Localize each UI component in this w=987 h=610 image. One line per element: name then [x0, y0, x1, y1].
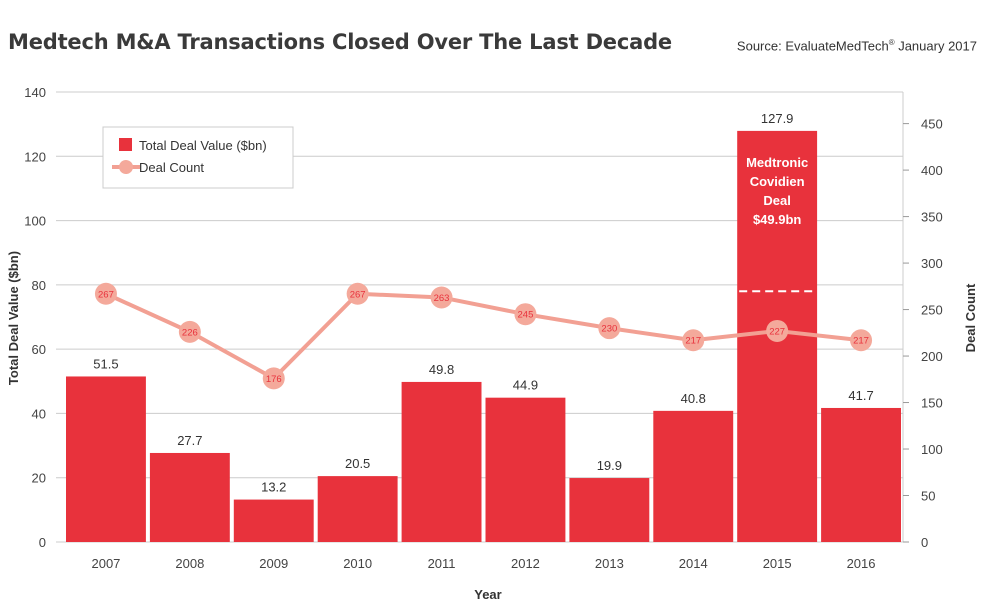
source-text: Source: EvaluateMedTech	[736, 38, 889, 54]
y2-tick-label: 0	[921, 535, 928, 550]
deal-count-marker	[346, 282, 369, 305]
x-tick-label: 2010	[343, 556, 372, 571]
deal-count-marker	[598, 317, 621, 340]
deal-count-label: 176	[266, 374, 282, 385]
chart-title: Medtech M&A Transactions Closed Over The…	[8, 30, 672, 54]
bar-2013	[569, 478, 650, 542]
deal-count-marker	[850, 329, 873, 352]
deal-count-label: 267	[350, 289, 366, 300]
y2-tick-label: 400	[921, 163, 943, 178]
bar-value-label: 51.5	[93, 356, 118, 371]
x-tick-label: 2014	[679, 556, 708, 571]
deal-count-label: 263	[434, 293, 450, 304]
bar-2008	[149, 452, 230, 542]
y2-tick-label: 100	[921, 442, 943, 457]
deal-count-label: 267	[98, 289, 114, 300]
deal-count-marker	[262, 367, 285, 390]
y-tick-label: 60	[32, 342, 46, 357]
annotation-text: Medtronic	[746, 155, 808, 170]
bar-value-label: 127.9	[761, 111, 794, 126]
y-axis-title: Total Deal Value ($bn)	[6, 251, 21, 385]
bar-2007	[66, 376, 146, 542]
bar-2016	[821, 407, 901, 542]
deal-count-label: 230	[601, 324, 617, 335]
bar-value-label: 19.9	[597, 458, 622, 473]
deal-count-marker	[178, 320, 201, 343]
source-note: Source: EvaluateMedTech® January 2017	[737, 38, 977, 53]
x-tick-label: 2016	[847, 556, 876, 571]
bar-value-label: 13.2	[261, 480, 286, 495]
legend-line-marker	[119, 160, 133, 174]
deal-count-marker	[766, 319, 789, 342]
annotation-text: $49.9bn	[753, 212, 801, 227]
x-axis-title: Year	[474, 587, 501, 602]
deal-count-line	[105, 291, 862, 381]
legend-bar-swatch	[119, 138, 132, 151]
deal-count-label: 227	[769, 326, 785, 337]
y2-tick-label: 450	[921, 117, 943, 132]
y2-tick-label: 50	[921, 489, 935, 504]
x-tick-label: 2013	[595, 556, 624, 571]
y2-tick-label: 200	[921, 349, 943, 364]
deal-count-label: 217	[853, 336, 869, 347]
y-tick-label: 100	[24, 214, 46, 229]
y-tick-label: 40	[32, 406, 46, 421]
bar-value-label: 49.8	[429, 362, 454, 377]
x-tick-label: 2007	[91, 556, 120, 571]
bar-2010	[317, 476, 398, 542]
deal-count-marker	[514, 303, 537, 326]
y2-tick-label: 300	[921, 256, 943, 271]
bar-value-label: 27.7	[177, 433, 202, 448]
source-date: January 2017	[894, 38, 977, 54]
y-tick-label: 120	[24, 149, 46, 164]
bar-value-label: 20.5	[345, 456, 370, 471]
y-tick-label: 20	[32, 471, 46, 486]
x-tick-label: 2011	[428, 556, 456, 571]
y-tick-label: 0	[39, 535, 46, 550]
bar-2011	[401, 381, 482, 542]
x-tick-label: 2008	[175, 556, 204, 571]
y2-tick-label: 350	[921, 210, 943, 225]
bar-2009	[233, 499, 314, 542]
bar-value-label: 40.8	[681, 391, 706, 406]
deal-count-label: 217	[685, 336, 701, 347]
y-tick-label: 140	[24, 85, 46, 100]
x-tick-label: 2015	[763, 556, 792, 571]
deal-count-marker	[682, 329, 705, 352]
registered-mark: ®	[888, 38, 895, 47]
bar-2014	[653, 410, 734, 542]
x-tick-label: 2009	[259, 556, 288, 571]
bar-value-label: 41.7	[848, 388, 873, 403]
legend-box	[102, 126, 294, 189]
legend-bar-label: Total Deal Value ($bn)	[139, 138, 267, 153]
y-tick-label: 80	[32, 278, 46, 293]
deal-count-label: 245	[518, 310, 534, 321]
x-tick-label: 2012	[511, 556, 540, 571]
deal-count-label: 226	[182, 327, 198, 338]
legend-line-label: Deal Count	[139, 160, 204, 175]
bar-2012	[485, 397, 566, 542]
annotation-text: Deal	[763, 193, 790, 208]
y2-tick-label: 150	[921, 396, 943, 411]
deal-count-marker	[94, 282, 117, 305]
y2-axis-title: Deal Count	[963, 283, 978, 352]
bar-value-label: 44.9	[513, 378, 538, 393]
deal-count-marker	[430, 286, 453, 309]
y2-tick-label: 250	[921, 303, 943, 318]
annotation-text: Covidien	[750, 174, 805, 189]
